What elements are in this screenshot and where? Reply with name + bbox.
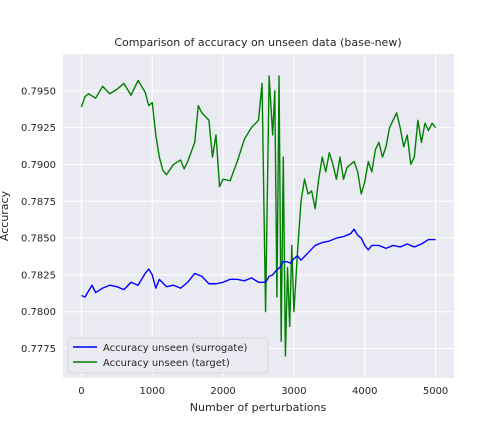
y-tick-label: 0.7925 [21, 123, 56, 134]
series-lines [80, 75, 437, 357]
y-tick-label: 0.7825 [21, 270, 56, 281]
y-tick-label: 0.7900 [21, 160, 56, 171]
y-tick-label: 0.7800 [21, 307, 56, 318]
y-tick-label: 0.7875 [21, 197, 56, 208]
series-line-surrogate [81, 228, 436, 298]
legend-box [67, 337, 269, 374]
tick-labels: 0 1000 2000 3000 4000 5000 0.7775 0.7800 0.7825 0… [21, 86, 448, 397]
legend-label-target: Accuracy unseen (target) [103, 358, 230, 369]
x-tick-label: 3000 [281, 386, 306, 397]
y-axis-label: Accuracy [0, 190, 11, 241]
x-axis-label: Number of perturbations [190, 401, 327, 414]
chart-title: Comparison of accuracy on unseen data (b… [114, 36, 401, 49]
plot-area [63, 54, 454, 378]
x-tick-label: 0 [78, 386, 84, 397]
legend-label-surrogate: Accuracy unseen (surrogate) [103, 343, 247, 354]
x-tick-label: 4000 [352, 386, 377, 397]
y-tick-label: 0.7950 [21, 86, 56, 97]
x-tick-label: 2000 [210, 386, 235, 397]
x-tick-label: 5000 [423, 386, 448, 397]
x-tick-label: 1000 [140, 386, 165, 397]
y-tick-label: 0.7850 [21, 234, 56, 245]
legend: Accuracy unseen (surrogate) Accuracy uns… [67, 337, 269, 374]
y-tick-label: 0.7775 [21, 344, 56, 355]
series-line-target [80, 75, 437, 357]
